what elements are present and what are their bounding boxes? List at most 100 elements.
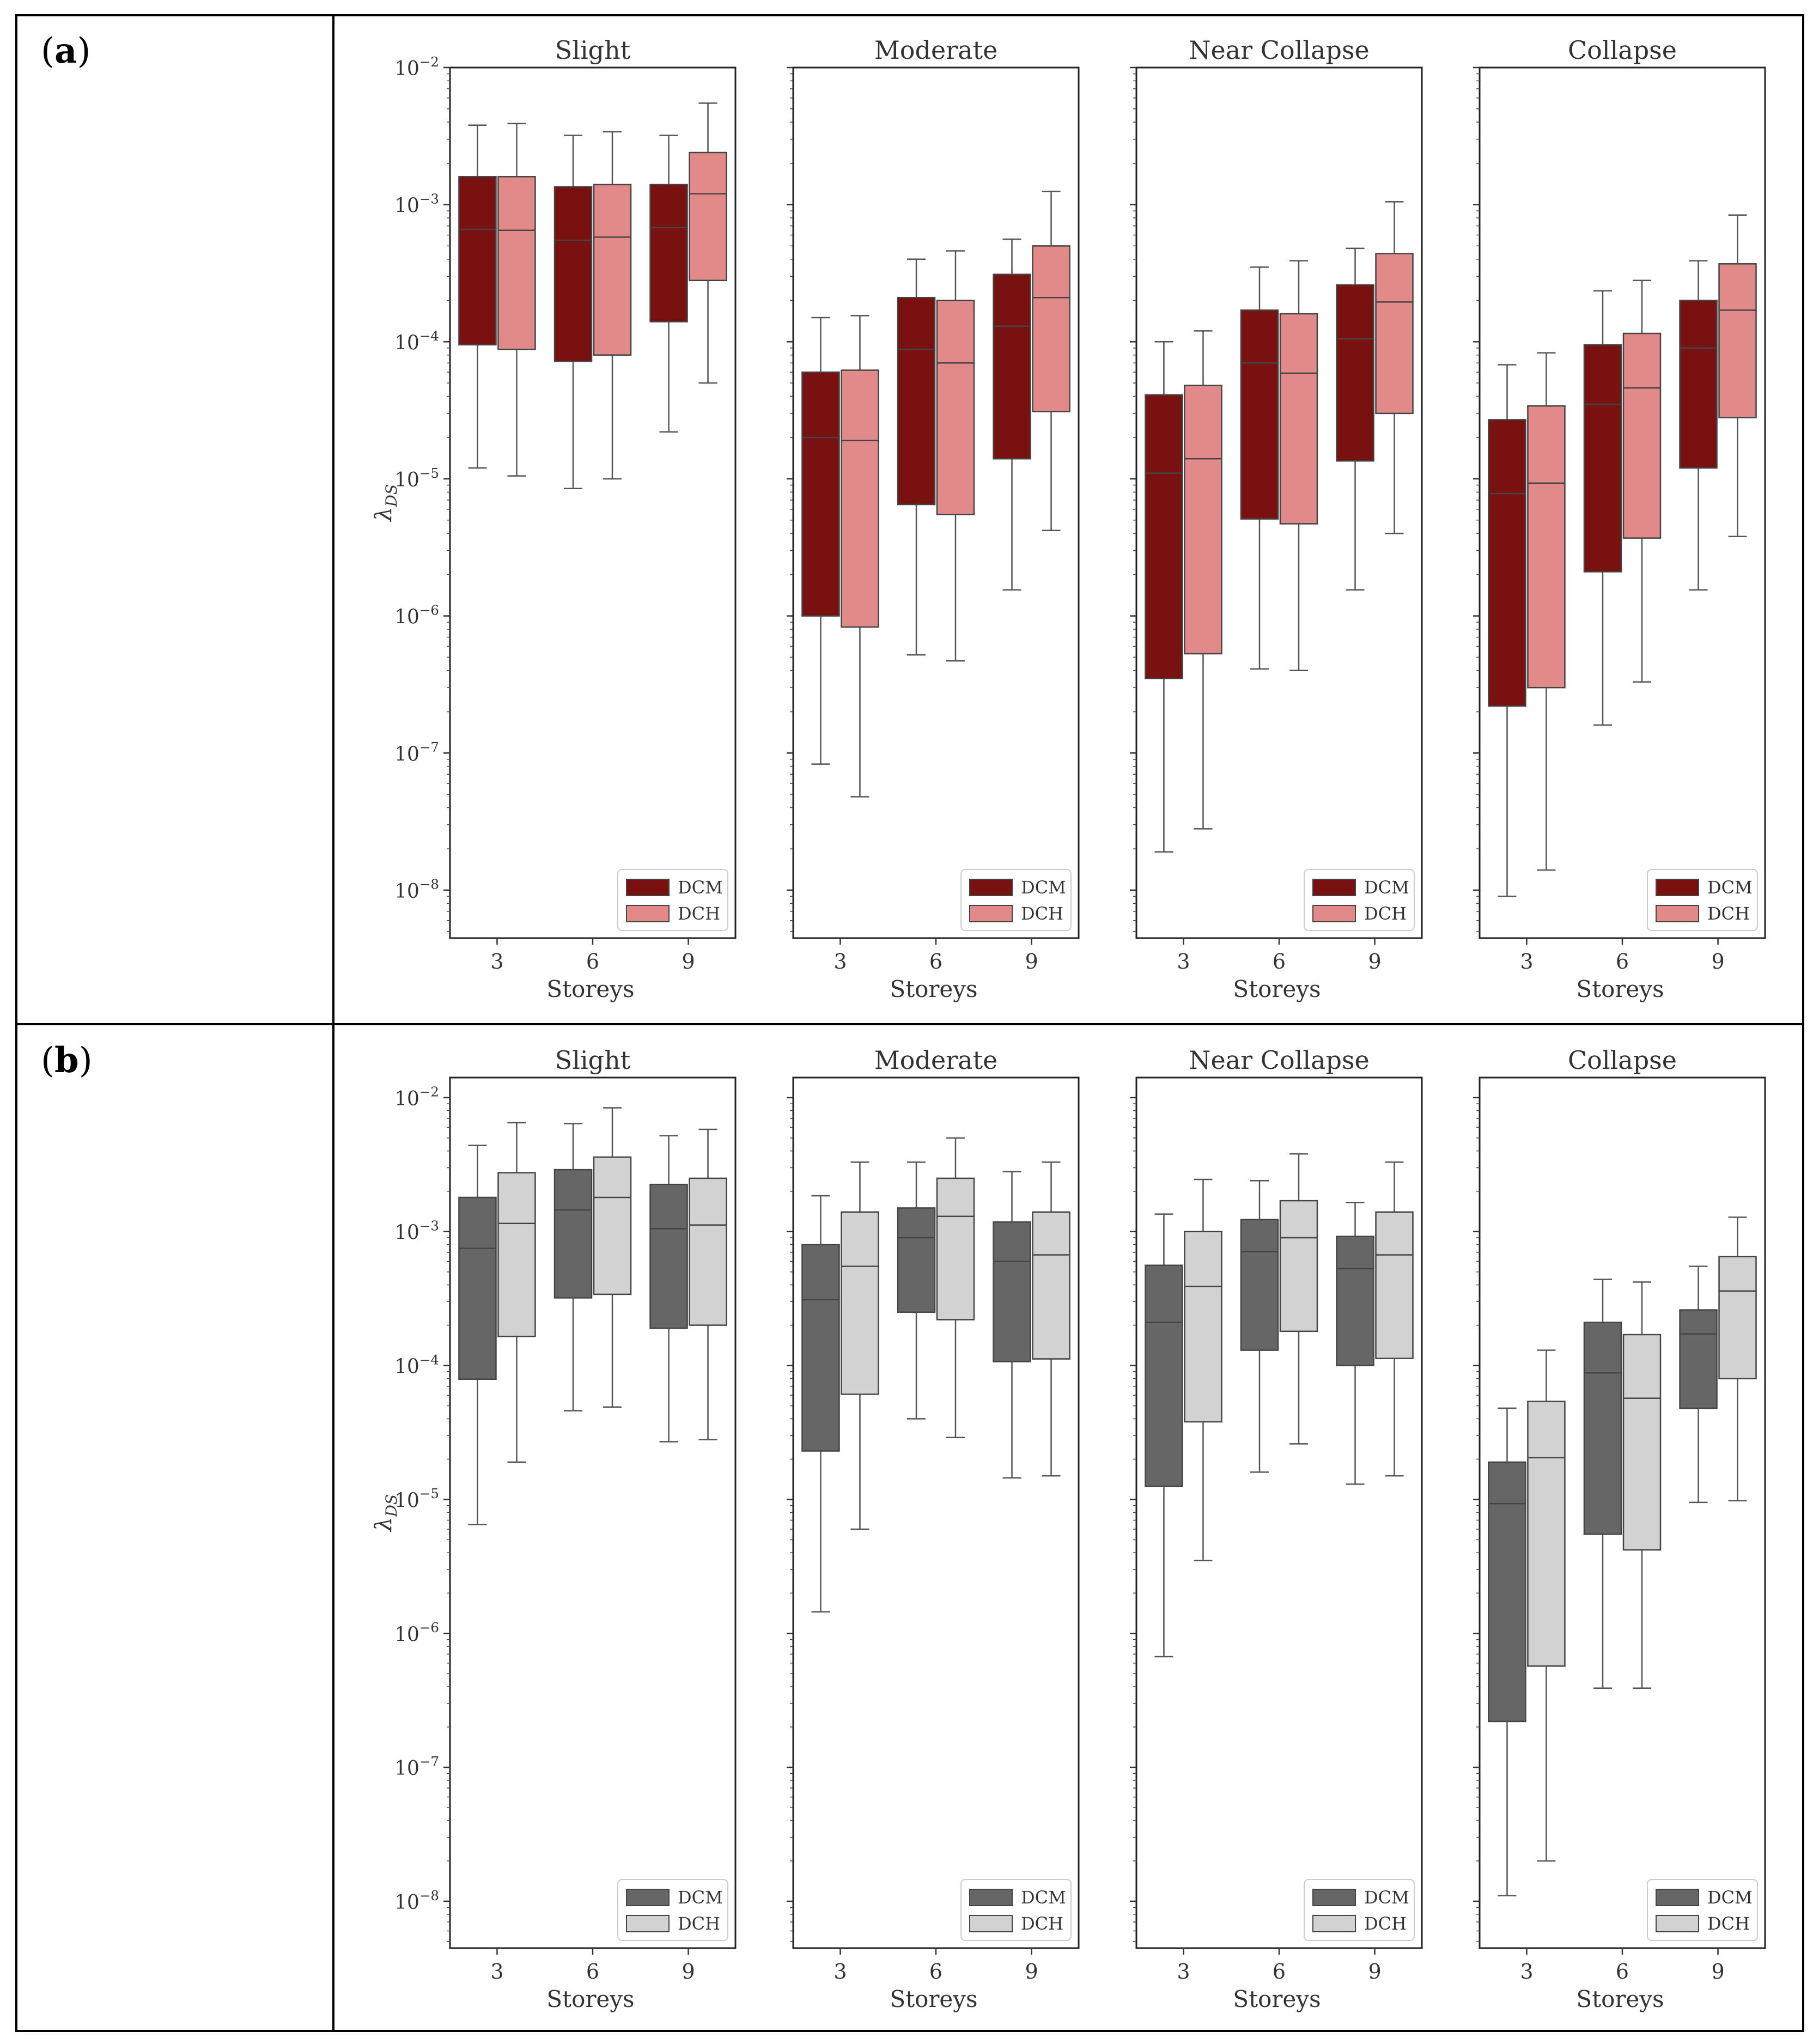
x-tick-label: 3 <box>834 950 847 974</box>
box-iqr <box>649 1183 688 1329</box>
box-dcm-9 <box>993 1171 1031 1479</box>
x-tick-label: 3 <box>834 1960 847 1984</box>
x-tick-label: 9 <box>682 1960 695 1984</box>
y-tick-label: 10−3 <box>394 1218 439 1244</box>
box-iqr <box>458 1196 497 1380</box>
box-dcm-9 <box>649 135 688 433</box>
x-axis-label: Storeys <box>1233 976 1321 1002</box>
box-iqr <box>689 151 727 282</box>
x-axis-label: Storeys <box>546 1986 634 2012</box>
x-tick-label: 6 <box>1616 1960 1629 1984</box>
box-dcm-3 <box>458 1145 497 1525</box>
x-tick-label: 3 <box>1177 1960 1190 1984</box>
legend-swatch-dch <box>626 1915 670 1932</box>
x-axis-label: Storeys <box>890 976 977 1002</box>
legend-label-dcm: DCM <box>1707 877 1753 898</box>
box-dch-3 <box>497 1122 536 1463</box>
box-dcm-3 <box>458 124 497 469</box>
box-dcm-6 <box>897 258 936 656</box>
x-tick-label: 9 <box>1711 1960 1724 1984</box>
box-iqr <box>1184 385 1222 655</box>
legend: DCM DCH <box>1304 869 1415 931</box>
box-dcm-3 <box>801 1195 840 1613</box>
box-dch-6 <box>1622 1281 1662 1689</box>
subplot-slight: Slight 10−8 10−7 10−6 10−5 10−4 10−3 10−2 3 6 9 Sto… <box>394 35 737 1002</box>
x-tick-label: 6 <box>586 1960 599 1984</box>
box-iqr <box>801 371 840 617</box>
box-dcm-6 <box>1583 1279 1622 1689</box>
y-tick-label: 10−5 <box>394 465 439 491</box>
box-dch-3 <box>841 315 879 798</box>
x-tick-label: 6 <box>1616 950 1629 974</box>
box-iqr <box>1718 1256 1757 1379</box>
box-dch-6 <box>936 250 975 662</box>
box-iqr <box>1488 1461 1526 1723</box>
box-iqr <box>1488 419 1526 707</box>
legend-label-dch: DCH <box>1021 1913 1063 1934</box>
y-tick-label: 10−7 <box>394 1754 439 1780</box>
subplot-collapse: Collapse 3 6 9 Storeys DCM DCH <box>1473 1045 1766 2012</box>
x-tick-label: 6 <box>1273 950 1286 974</box>
legend-swatch-dch <box>1312 1915 1356 1932</box>
box-dch-3 <box>1527 352 1566 871</box>
subplot-title: Moderate <box>874 1045 998 1075</box>
subplot-moderate: Moderate 3 6 9 Storeys DCM DCH <box>787 1045 1080 2012</box>
y-tick-label: 10−8 <box>394 1888 439 1914</box>
x-tick-label: 9 <box>1368 1960 1381 1984</box>
panel-label-a: (a) <box>41 31 90 71</box>
box-dcm-9 <box>1336 1202 1374 1485</box>
x-axis-label: Storeys <box>1576 1986 1664 2012</box>
box-iqr <box>593 1156 632 1295</box>
legend-swatch-dcm <box>626 879 670 896</box>
x-tick-label: 3 <box>490 950 503 974</box>
box-dch-3 <box>841 1161 879 1530</box>
box-dch-3 <box>1527 1349 1566 1862</box>
box-iqr <box>1679 300 1718 469</box>
box-dch-6 <box>1622 279 1662 683</box>
box-iqr <box>1622 332 1662 539</box>
box-chart-panel-b: λDS Slight 10−8 10−7 10−6 10−5 10−4 10−3 10−2 3 6 9… <box>370 1045 1766 2012</box>
box-dcm-6 <box>553 1123 593 1412</box>
legend-swatch-dch <box>1656 905 1699 922</box>
box-iqr <box>993 1221 1031 1362</box>
box-iqr <box>1375 253 1414 415</box>
subplot-collapse: Collapse 3 6 9 Storeys DCM DCH <box>1473 35 1766 1002</box>
legend-label-dcm: DCM <box>678 877 723 898</box>
x-tick-label: 6 <box>929 1960 942 1984</box>
box-iqr <box>1336 1236 1374 1366</box>
box-iqr <box>593 184 632 356</box>
legend-label-dch: DCH <box>1707 1913 1750 1934</box>
box-dcm-3 <box>1488 1407 1526 1897</box>
box-dcm-3 <box>1488 364 1526 897</box>
box-dcm-9 <box>649 1135 688 1443</box>
x-tick-label: 3 <box>490 1960 503 1984</box>
legend-swatch-dch <box>1312 905 1356 922</box>
box-iqr <box>936 1177 975 1321</box>
subplot-title: Near Collapse <box>1189 35 1370 65</box>
legend-swatch-dch <box>626 905 670 922</box>
box-dcm-9 <box>1679 260 1718 591</box>
box-iqr <box>1718 263 1757 418</box>
box-iqr <box>1336 284 1374 462</box>
y-axis-label: λDS <box>370 1494 400 1532</box>
subplot-moderate: Moderate 3 6 9 Storeys DCM DCH <box>787 35 1080 1002</box>
x-axis-label: Storeys <box>546 976 634 1002</box>
legend-label-dch: DCH <box>1364 1913 1407 1934</box>
legend: DCM DCH <box>960 1879 1072 1941</box>
box-iqr <box>649 184 688 323</box>
y-tick-label: 10−5 <box>394 1486 439 1512</box>
subplot-title: Near Collapse <box>1189 1045 1370 1075</box>
x-tick-label: 3 <box>1520 1960 1533 1984</box>
y-tick-label: 10−8 <box>394 877 439 903</box>
box-iqr <box>1240 309 1279 520</box>
x-axis-label: Storeys <box>890 1986 977 2012</box>
box-iqr <box>897 296 936 506</box>
box-iqr <box>1527 405 1566 689</box>
y-tick-label: 10−2 <box>394 1084 439 1110</box>
box-iqr <box>1279 1200 1318 1333</box>
legend-swatch-dcm <box>969 1889 1013 1906</box>
x-tick-label: 9 <box>1025 950 1038 974</box>
x-tick-label: 6 <box>586 950 599 974</box>
box-dcm-6 <box>897 1161 936 1420</box>
